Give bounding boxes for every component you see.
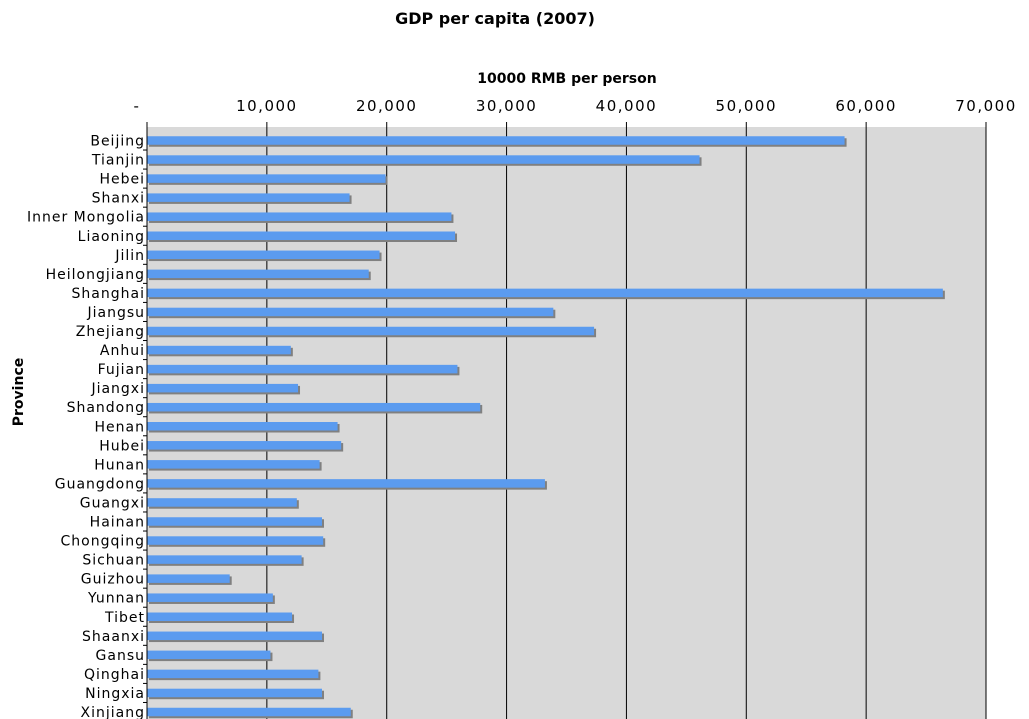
y-tick-label: Yunnan — [87, 591, 145, 607]
bar — [147, 288, 943, 298]
y-tick-label: Ningxia — [85, 686, 145, 702]
x-tick-label: 60,000 — [835, 97, 897, 115]
x-axis-ticks: - 10,000 20,000 30,000 40,000 50,000 60,000 70,… — [134, 97, 1017, 127]
y-tick-label: Guangdong — [55, 476, 145, 492]
bar — [147, 193, 350, 202]
x-axis-title: 10000 RMB per person — [477, 71, 656, 87]
x-tick-label: 50,000 — [716, 97, 778, 115]
bar — [147, 707, 351, 717]
y-tick-label: Zhejiang — [76, 324, 145, 340]
y-tick-label: Sichuan — [82, 553, 145, 569]
y-tick-label: Liaoning — [78, 229, 145, 245]
gridlines — [266, 127, 987, 719]
y-tick-label: Hunan — [94, 457, 145, 473]
y-tick-label: Qinghai — [84, 667, 145, 683]
bar — [147, 441, 342, 450]
bar — [147, 402, 481, 412]
bar — [147, 650, 271, 660]
y-tick-label: Jiangsu — [86, 305, 145, 321]
x-tick-label: 70,000 — [955, 97, 1017, 115]
bar — [147, 383, 299, 393]
y-tick-label: Shanghai — [72, 286, 145, 302]
bar — [147, 517, 322, 526]
bar — [147, 688, 322, 698]
y-tick-label: Guangxi — [80, 495, 145, 511]
bar — [147, 364, 458, 374]
y-axis-title: Province — [11, 358, 27, 426]
x-tick-label: 20,000 — [356, 97, 418, 115]
bar — [147, 345, 291, 355]
y-tick-label: Heilongjiang — [46, 267, 145, 283]
y-tick-label: Guizhou — [81, 572, 145, 588]
bar — [147, 250, 380, 260]
bar — [147, 498, 297, 507]
y-tick-label: Jilin — [114, 248, 145, 264]
bar — [147, 307, 554, 317]
y-tick-label: Shandong — [67, 400, 145, 416]
y-tick-label: Jiangxi — [90, 381, 145, 397]
bar — [147, 555, 302, 564]
bar — [147, 479, 545, 488]
bar — [147, 212, 452, 221]
bars — [147, 136, 945, 719]
y-tick-label: Xinjiang — [81, 705, 145, 719]
bar — [147, 536, 324, 545]
bar — [147, 460, 320, 469]
chart-title: GDP per capita (2007) — [395, 9, 595, 28]
bar — [147, 174, 386, 183]
y-tick-label: Tianjin — [91, 153, 145, 169]
y-tick-label: Henan — [95, 419, 145, 435]
bar — [147, 155, 700, 164]
x-tick-label: 40,000 — [596, 97, 658, 115]
y-tick-label: Hebei — [99, 172, 145, 188]
x-tick-label: 30,000 — [476, 97, 538, 115]
bar — [147, 231, 456, 240]
y-axis-labels: Beijing Tianjin Hebei Shanxi Inner Mongolia L… — [27, 134, 147, 719]
bar — [147, 326, 595, 336]
y-tick-label: Anhui — [100, 343, 145, 359]
bar — [147, 269, 369, 279]
bar — [147, 631, 322, 641]
bar — [147, 136, 845, 145]
bar — [147, 574, 230, 583]
y-tick-label: Hainan — [90, 515, 145, 531]
bar — [147, 593, 273, 602]
y-tick-label: Inner Mongolia — [27, 210, 145, 226]
y-tick-label: Hubei — [99, 438, 145, 454]
y-tick-label: Beijing — [90, 134, 145, 150]
bar — [147, 612, 293, 621]
y-tick-label: Tibet — [104, 610, 145, 626]
y-tick-label: Shanxi — [92, 191, 145, 207]
bar — [147, 669, 319, 679]
y-tick-label: Shaanxi — [82, 629, 145, 645]
x-tick-label: 10,000 — [236, 97, 298, 115]
y-tick-label: Fujian — [98, 362, 145, 378]
bar — [147, 422, 338, 431]
x-tick-label: - — [134, 97, 141, 115]
y-tick-label: Chongqing — [60, 534, 145, 550]
y-tick-label: Gansu — [96, 648, 145, 664]
